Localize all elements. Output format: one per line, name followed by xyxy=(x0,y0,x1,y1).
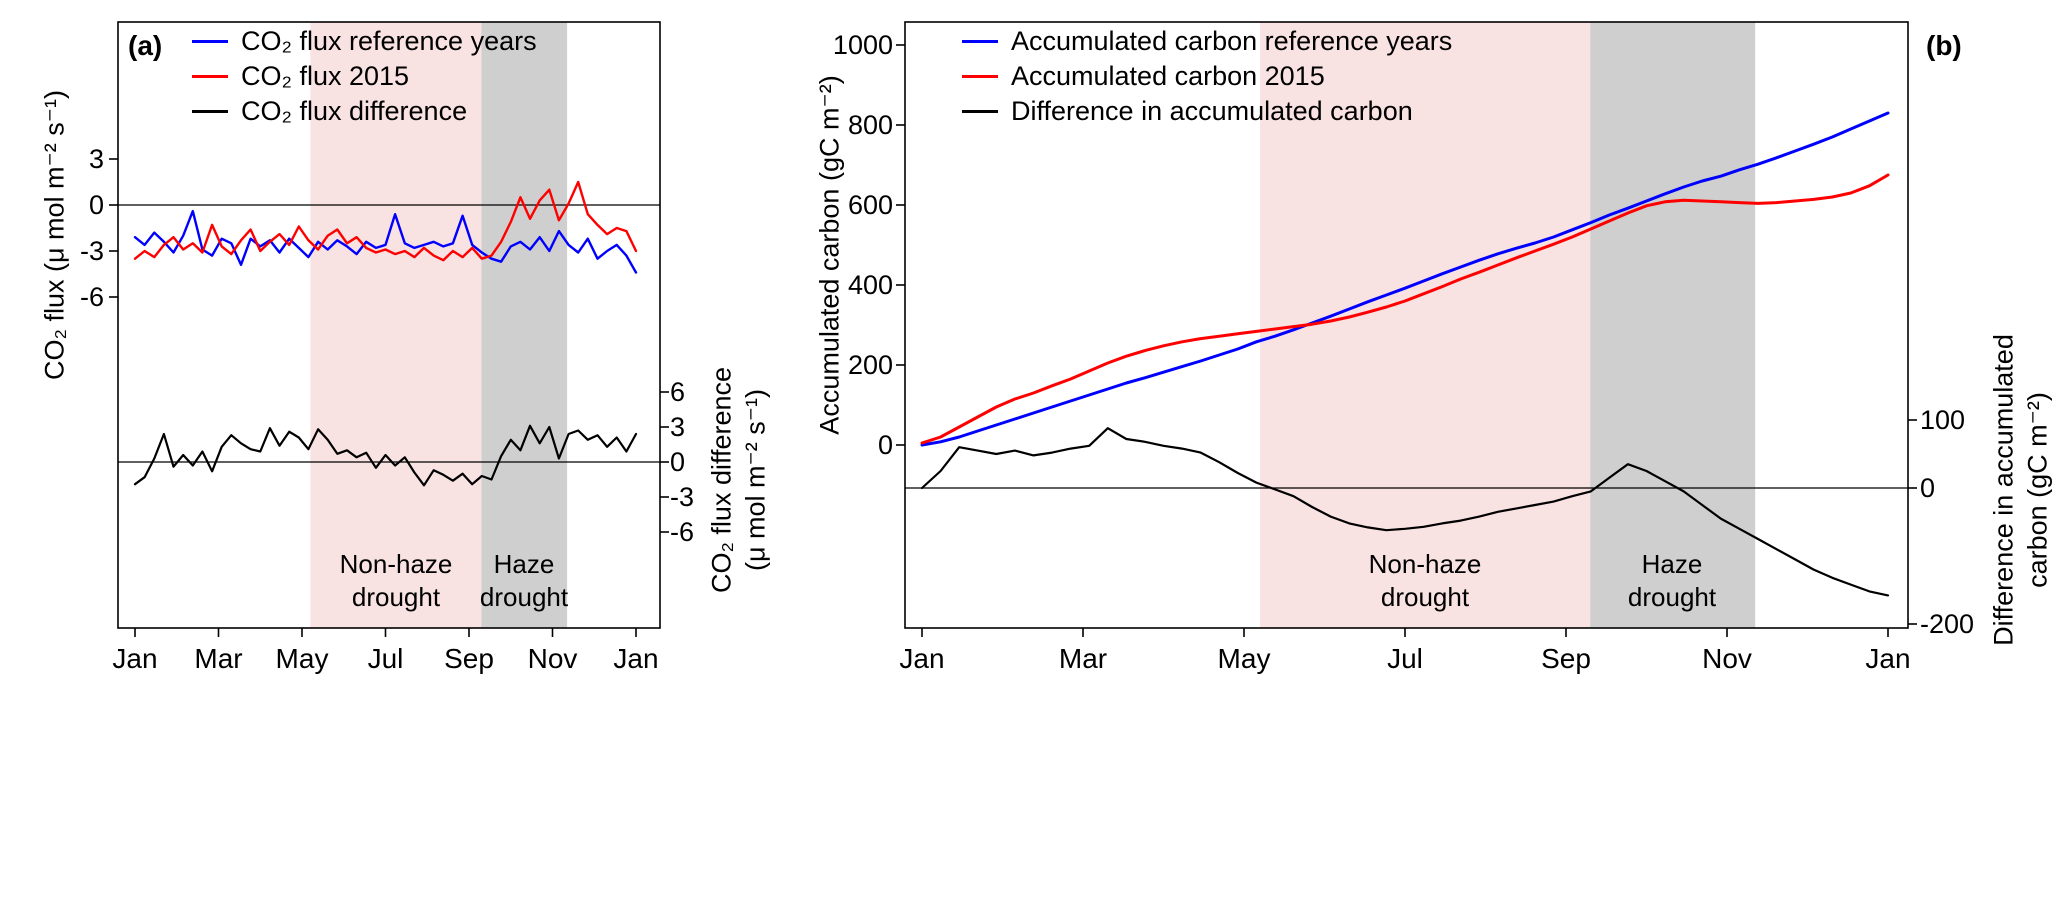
left-tick-label: -6 xyxy=(80,282,104,312)
x-tick-label: Jan xyxy=(1865,643,1910,674)
axis-title-b-right-line1: Difference in accumulated xyxy=(1988,334,2019,646)
left-tick-label: 1000 xyxy=(833,30,893,60)
series-line-co-flux-difference xyxy=(133,424,638,487)
legend-key-difference xyxy=(192,110,228,113)
x-tick-label: Jul xyxy=(1387,643,1423,674)
right-tick-label: 0 xyxy=(1920,473,1935,503)
band-label-line: Non-haze xyxy=(339,549,453,579)
legend-panel-a: CO₂ flux reference years CO₂ flux 2015 C… xyxy=(192,26,537,126)
series-line-difference-in-accumulated-carbon xyxy=(920,427,1890,597)
right-tick-label: -200 xyxy=(1920,609,1974,639)
legend-key-accum-reference xyxy=(962,40,998,43)
legend-label: CO₂ flux reference years xyxy=(241,26,537,56)
legend-label: Accumulated carbon 2015 xyxy=(1011,61,1325,91)
series-line-accumulated-carbon-reference-years xyxy=(920,111,1890,447)
band-label-line: drought xyxy=(479,582,569,612)
axis-title-a-left: CO₂ flux (μ mol m⁻² s⁻¹) xyxy=(39,89,70,381)
x-tick-label: May xyxy=(1218,643,1271,674)
legend-key-accum-2015 xyxy=(962,75,998,78)
legend-label: Difference in accumulated carbon xyxy=(1011,96,1413,126)
band-label-haze-a: Haze drought xyxy=(480,548,568,614)
band-label-line: Non-haze xyxy=(1368,549,1482,579)
band-label-line: drought xyxy=(351,582,441,612)
x-tick-label: Nov xyxy=(528,643,578,674)
legend-item: Accumulated carbon 2015 xyxy=(962,61,1452,91)
legend-label: Accumulated carbon reference years xyxy=(1011,26,1453,56)
band-label-line: drought xyxy=(1380,582,1470,612)
legend-key-accum-difference xyxy=(962,110,998,113)
band-label-non-haze-a: Non-haze drought xyxy=(340,548,453,614)
legend-label: CO₂ flux 2015 xyxy=(241,61,410,91)
x-tick-label: Jul xyxy=(368,643,404,674)
left-tick-label: -3 xyxy=(80,236,104,266)
left-tick-label: 0 xyxy=(878,430,893,460)
legend-key-reference-years xyxy=(192,40,228,43)
band-non-haze-drought xyxy=(310,22,482,628)
legend-item: CO₂ flux 2015 xyxy=(192,61,537,91)
right-tick-label: 100 xyxy=(1920,405,1965,435)
axis-title-b-left: Accumulated carbon (gC m⁻²) xyxy=(814,75,845,435)
left-tick-label: 800 xyxy=(848,110,893,140)
series-line-co-flux-2015 xyxy=(133,180,638,262)
x-tick-label: Sep xyxy=(1541,643,1591,674)
left-tick-label: 600 xyxy=(848,190,893,220)
legend-item: CO₂ flux reference years xyxy=(192,26,537,56)
x-tick-label: Mar xyxy=(1059,643,1107,674)
x-tick-label: Sep xyxy=(444,643,494,674)
legend-item: Difference in accumulated carbon xyxy=(962,96,1452,126)
band-label-non-haze-b: Non-haze drought xyxy=(1369,548,1482,614)
band-label-haze-b: Haze drought xyxy=(1628,548,1716,614)
x-tick-label: Jan xyxy=(112,643,157,674)
panel-b-label: (b) xyxy=(1926,30,1962,61)
left-tick-label: 400 xyxy=(848,270,893,300)
legend-panel-b: Accumulated carbon reference years Accum… xyxy=(962,26,1453,126)
series-line-accumulated-carbon-2015 xyxy=(920,173,1890,445)
x-tick-label: May xyxy=(276,643,329,674)
band-haze-drought xyxy=(1590,22,1756,628)
x-tick-label: Mar xyxy=(194,643,242,674)
left-tick-label: 200 xyxy=(848,350,893,380)
left-tick-label: 3 xyxy=(89,144,104,174)
right-tick-label: 0 xyxy=(670,447,685,477)
x-tick-label: Jan xyxy=(899,643,944,674)
legend-item: Accumulated carbon reference years xyxy=(962,26,1453,56)
plot-box xyxy=(904,21,1909,629)
band-haze-drought xyxy=(481,22,568,628)
x-tick-label: Nov xyxy=(1702,643,1752,674)
legend-key-2015 xyxy=(192,75,228,78)
axis-title-a-right-line2: (μ mol m⁻² s⁻¹) xyxy=(740,388,771,572)
right-tick-label: -6 xyxy=(670,517,694,547)
axis-title-b-right-line2: carbon (gC m⁻²) xyxy=(2022,392,2053,588)
right-tick-label: 6 xyxy=(670,377,685,407)
band-label-line: Haze xyxy=(493,549,555,579)
legend-label: CO₂ flux difference xyxy=(241,96,468,126)
band-label-line: Haze xyxy=(1641,549,1703,579)
panel-a-label: (a) xyxy=(128,30,163,61)
right-tick-label: 3 xyxy=(670,412,685,442)
right-tick-label: -3 xyxy=(670,482,694,512)
left-tick-label: 0 xyxy=(89,190,104,220)
x-tick-label: Jan xyxy=(613,643,658,674)
band-label-line: drought xyxy=(1627,582,1717,612)
plot-box xyxy=(117,21,661,629)
axis-title-a-right-line1: CO₂ flux difference xyxy=(706,366,737,594)
series-line-co-flux-reference-years xyxy=(133,209,638,274)
legend-item: CO₂ flux difference xyxy=(192,96,537,126)
